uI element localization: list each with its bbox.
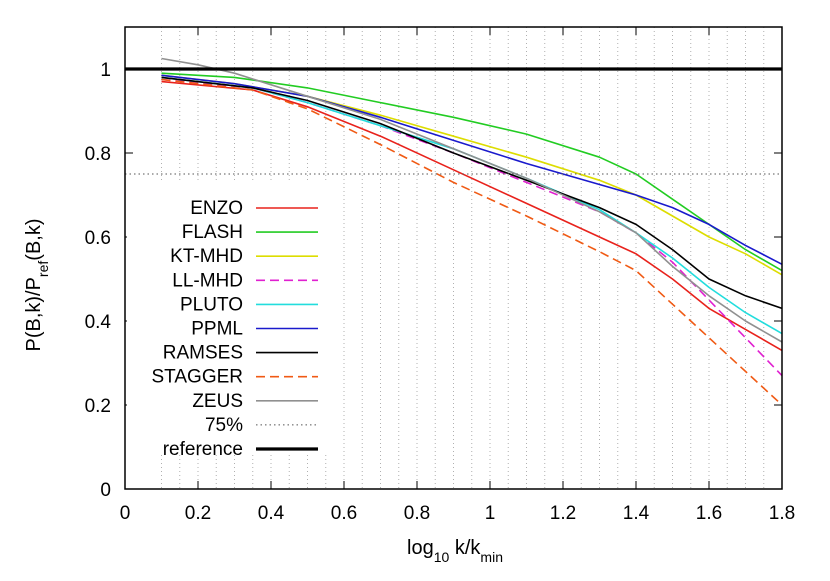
legend-background	[127, 182, 332, 454]
legend: ENZO FLASH KT-MHD LL-MHD PLUTO PPML RAMSES STAG…	[127, 182, 332, 460]
legend-label-75pct: 75%	[205, 415, 243, 436]
legend-label-kt-mhd: KT-MHD	[170, 246, 243, 267]
series-line-zeus	[161, 57, 783, 343]
legend-label-enzo: ENZO	[190, 198, 243, 219]
legend-label-ramses: RAMSES	[163, 343, 243, 364]
series-line-ramses	[161, 76, 783, 310]
y-axis-title: P(B,k)/Pref(B,k)	[23, 218, 51, 351]
y-tick-label: 0.8	[85, 144, 111, 165]
x-tick-label: 0.2	[185, 503, 211, 524]
x-tick-label: 0.4	[258, 503, 285, 524]
x-axis-title: log10 k/kmin	[407, 537, 503, 565]
plot-frame	[124, 26, 783, 490]
x-tick-label: 1.6	[696, 503, 722, 524]
legend-label-pluto: PLUTO	[180, 294, 243, 315]
y-tick-label: 1	[100, 60, 111, 81]
x-tick-label: 0.6	[331, 503, 357, 524]
y-tick-label: 0.2	[85, 396, 111, 417]
x-tick-label: 1.4	[623, 503, 650, 524]
legend-label-ppml: PPML	[191, 319, 243, 340]
legend-label-ll-mhd: LL-MHD	[172, 270, 243, 291]
x-tick-label: 0.8	[404, 503, 430, 524]
x-tick-label: 0	[120, 503, 131, 524]
series-layer	[125, 57, 783, 406]
y-tick-label: 0.4	[85, 312, 112, 333]
x-tick-label: 1	[485, 503, 496, 524]
series-line-enzo	[161, 80, 783, 352]
x-tick-label: 1.2	[550, 503, 576, 524]
x-tick-label: 1.8	[769, 503, 795, 524]
y-tick-label: 0	[100, 480, 111, 501]
series-line-stagger	[161, 78, 783, 406]
axes: 0 0.2 0.4 0.6 0.8 1 1.2 1.4 1.6 1.8 0 0.2 0.4 0.6 0.8 1	[85, 26, 795, 524]
legend-label-flash: FLASH	[182, 222, 243, 243]
legend-label-zeus: ZEUS	[192, 391, 243, 412]
y-tick-label: 0.6	[85, 228, 111, 249]
series-line-ll-mhd	[161, 78, 783, 377]
legend-label-reference: reference	[163, 439, 243, 460]
legend-label-stagger: STAGGER	[152, 367, 244, 388]
